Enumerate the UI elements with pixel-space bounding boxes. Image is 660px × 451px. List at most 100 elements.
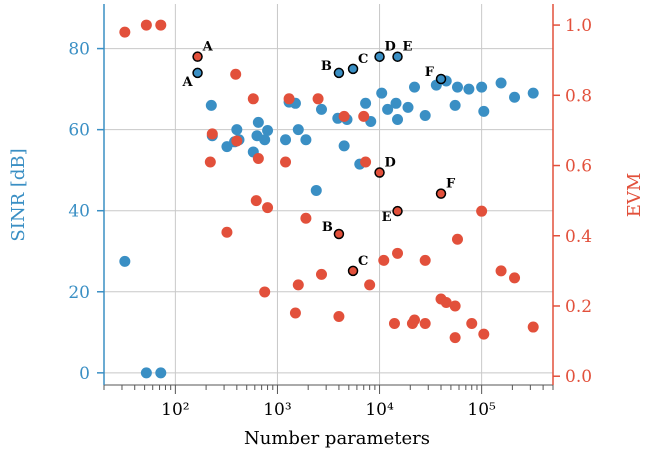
annotated-point-b xyxy=(333,67,345,79)
evm-point xyxy=(259,286,271,298)
evm-point xyxy=(527,321,539,333)
evm-point xyxy=(289,307,301,319)
evm-point xyxy=(378,254,390,266)
y-left-tick-label: 20 xyxy=(68,283,90,303)
evm-point xyxy=(476,205,488,217)
sinr-point xyxy=(259,134,271,146)
point-label-b: B xyxy=(322,220,333,235)
point-label-e: E xyxy=(403,40,413,55)
sinr-point xyxy=(402,101,414,113)
sinr-point xyxy=(392,114,404,126)
evm-point xyxy=(409,314,421,326)
evm-point xyxy=(419,318,431,330)
x-tick-label: 10⁵ xyxy=(467,400,496,420)
sinr-point xyxy=(262,124,274,136)
evm-point xyxy=(392,247,404,259)
evm-point xyxy=(155,19,167,31)
evm-point xyxy=(364,279,376,291)
sinr-point xyxy=(300,134,312,146)
evm-point xyxy=(495,265,507,277)
annotated-point-a xyxy=(192,67,203,79)
evm-point xyxy=(338,110,350,122)
y-right-tick-label: 1.0 xyxy=(565,16,592,36)
evm-point xyxy=(206,128,218,140)
sinr-point xyxy=(478,105,490,117)
sinr-point xyxy=(376,87,388,99)
sinr-point xyxy=(495,77,507,89)
annotated-point-f xyxy=(435,73,447,85)
point-label-f: F xyxy=(425,65,435,80)
evm-point xyxy=(300,212,312,224)
evm-point xyxy=(262,202,274,214)
evm-point xyxy=(230,68,242,80)
evm-point xyxy=(449,300,461,312)
annotated-point-d xyxy=(374,167,385,178)
point-label-f: F xyxy=(446,177,456,192)
sinr-point xyxy=(451,81,463,93)
annotated-point-f xyxy=(435,188,447,199)
point-label-d: D xyxy=(385,40,396,55)
annotated-point-d xyxy=(374,51,385,62)
y-axis-left-title: SINR [dB] xyxy=(8,148,29,241)
evm-point xyxy=(221,226,233,238)
evm-point xyxy=(478,328,490,340)
annotated-point-a xyxy=(192,51,203,62)
evm-point xyxy=(451,233,463,245)
annotated-point-c xyxy=(347,265,359,277)
point-label-b: B xyxy=(321,59,332,74)
evm-point xyxy=(449,332,461,344)
sinr-point xyxy=(280,134,292,146)
evm-point xyxy=(509,272,521,284)
sinr-point xyxy=(315,103,327,115)
x-tick-label: 10³ xyxy=(263,400,291,420)
point-label-e: E xyxy=(382,210,392,225)
y-right-tick-label: 0.4 xyxy=(565,227,592,247)
point-label-c: C xyxy=(358,52,368,67)
sinr-point xyxy=(527,87,539,99)
sinr-point xyxy=(419,109,431,121)
point-label-d: D xyxy=(385,156,396,171)
sinr-point xyxy=(409,81,421,93)
sinr-point xyxy=(338,140,350,152)
sinr-point xyxy=(509,91,521,103)
y-left-tick-label: 80 xyxy=(68,40,90,60)
sinr-point xyxy=(140,367,152,379)
annotated-point-c xyxy=(347,63,359,75)
evm-point xyxy=(466,318,478,330)
y-axis-right-title: EVM xyxy=(624,173,645,218)
y-right-tick-label: 0.8 xyxy=(565,86,592,106)
sinr-point xyxy=(390,97,402,109)
evm-point xyxy=(250,195,262,207)
sinr-point xyxy=(155,367,167,379)
evm-point xyxy=(283,93,295,105)
evm-point xyxy=(231,135,243,147)
sinr-point xyxy=(310,184,322,196)
sinr-point xyxy=(476,81,488,93)
x-tick-label: 10⁴ xyxy=(365,400,394,420)
annotated-point-b xyxy=(333,228,345,240)
evm-point xyxy=(440,296,452,308)
point-label-a: A xyxy=(181,75,193,90)
sinr-point xyxy=(463,83,475,95)
sinr-point xyxy=(449,99,461,111)
y-right-tick-label: 0.0 xyxy=(565,367,592,387)
axes-layer: 10² 10³ 10⁴ 10⁵ 0 20 40 60 80 0.0 0.2 0.4 0.6 0.8 1.0 xyxy=(68,4,592,420)
evm-point xyxy=(312,93,324,105)
point-label-c: C xyxy=(358,254,368,269)
evm-point xyxy=(419,254,431,266)
sinr-point xyxy=(231,124,243,136)
evm-point xyxy=(119,26,131,38)
evm-point xyxy=(204,156,216,168)
evm-point xyxy=(247,93,259,105)
annotated-point-e xyxy=(392,51,403,62)
sinr-point xyxy=(119,255,131,267)
evm-point xyxy=(360,156,372,168)
sinr-point xyxy=(382,103,394,115)
sinr-point xyxy=(292,124,304,136)
y-left-tick-label: 0 xyxy=(79,364,90,384)
y-left-tick-label: 60 xyxy=(68,121,90,141)
x-axis-title: Number parameters xyxy=(244,428,430,449)
point-label-a: A xyxy=(202,40,214,55)
